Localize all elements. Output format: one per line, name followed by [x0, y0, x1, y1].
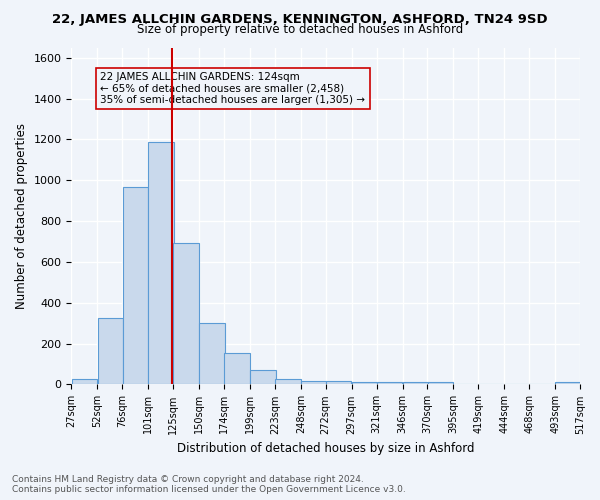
- Bar: [199, 323, 225, 384]
- Text: 22, JAMES ALLCHIN GARDENS, KENNINGTON, ASHFORD, TN24 9SD: 22, JAMES ALLCHIN GARDENS, KENNINGTON, A…: [52, 12, 548, 26]
- X-axis label: Distribution of detached houses by size in Ashford: Distribution of detached houses by size …: [177, 442, 475, 455]
- Bar: [71, 380, 97, 384]
- Bar: [301, 381, 326, 384]
- Text: Contains HM Land Registry data © Crown copyright and database right 2024.
Contai: Contains HM Land Registry data © Crown c…: [12, 474, 406, 494]
- Text: Size of property relative to detached houses in Ashford: Size of property relative to detached ho…: [137, 22, 463, 36]
- Bar: [556, 382, 581, 384]
- Bar: [377, 382, 402, 384]
- Bar: [224, 353, 250, 384]
- Bar: [148, 142, 174, 384]
- Bar: [98, 318, 123, 384]
- Text: 22 JAMES ALLCHIN GARDENS: 124sqm
← 65% of detached houses are smaller (2,458)
35: 22 JAMES ALLCHIN GARDENS: 124sqm ← 65% o…: [100, 72, 365, 105]
- Bar: [403, 382, 428, 384]
- Bar: [428, 382, 453, 384]
- Bar: [250, 370, 275, 384]
- Bar: [173, 242, 199, 384]
- Bar: [122, 188, 148, 384]
- Y-axis label: Number of detached properties: Number of detached properties: [15, 123, 28, 309]
- Bar: [275, 380, 301, 384]
- Bar: [352, 382, 377, 384]
- Bar: [326, 381, 352, 384]
